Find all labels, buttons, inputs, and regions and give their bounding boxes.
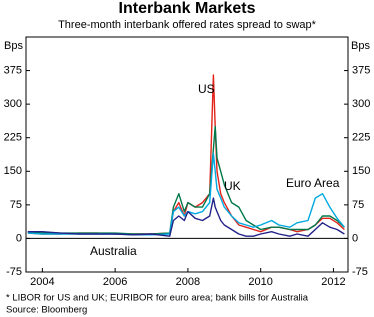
y2-tick-label: 150 (352, 165, 370, 177)
y-unit: Bps (4, 40, 23, 52)
plot-frame (25, 36, 349, 273)
series-label: US (198, 82, 215, 96)
y2-tick-label: 300 (352, 98, 370, 110)
chart-title: Interbank Markets (119, 0, 256, 17)
x-tick-label: 2004 (30, 276, 54, 288)
series-label: Euro Area (286, 176, 340, 190)
y-tick-label: 300 (4, 98, 22, 110)
y2-tick-label: 375 (352, 64, 370, 76)
series-label: UK (224, 179, 241, 193)
series-line (27, 74, 345, 235)
y-tick-label: -75 (6, 266, 22, 278)
y-tick-label: 0 (16, 232, 22, 244)
y-tick-label: 75 (10, 199, 22, 211)
source: Source: Bloomberg (6, 305, 87, 316)
y2-tick-label: 225 (352, 132, 370, 144)
series-line (27, 125, 345, 235)
x-tick-label: 2012 (321, 276, 345, 288)
series-line (27, 197, 345, 237)
x-tick-label: 2010 (248, 276, 272, 288)
x-tick-label: 2006 (103, 276, 127, 288)
y2-tick-label: 0 (352, 232, 358, 244)
y-tick-label: 375 (4, 64, 22, 76)
series-label: Australia (90, 244, 137, 258)
y2-tick-label: 75 (352, 199, 364, 211)
x-tick-label: 2008 (176, 276, 200, 288)
y-tick-label: 150 (4, 165, 22, 177)
y2-unit: Bps (351, 40, 370, 52)
y2-tick-label: -75 (352, 266, 368, 278)
chart-subtitle: Three-month interbank offered rates spre… (58, 19, 317, 31)
y-tick-label: 225 (4, 132, 22, 144)
series-line (27, 152, 345, 236)
footnote: * LIBOR for US and UK; EURIBOR for euro … (6, 293, 309, 304)
